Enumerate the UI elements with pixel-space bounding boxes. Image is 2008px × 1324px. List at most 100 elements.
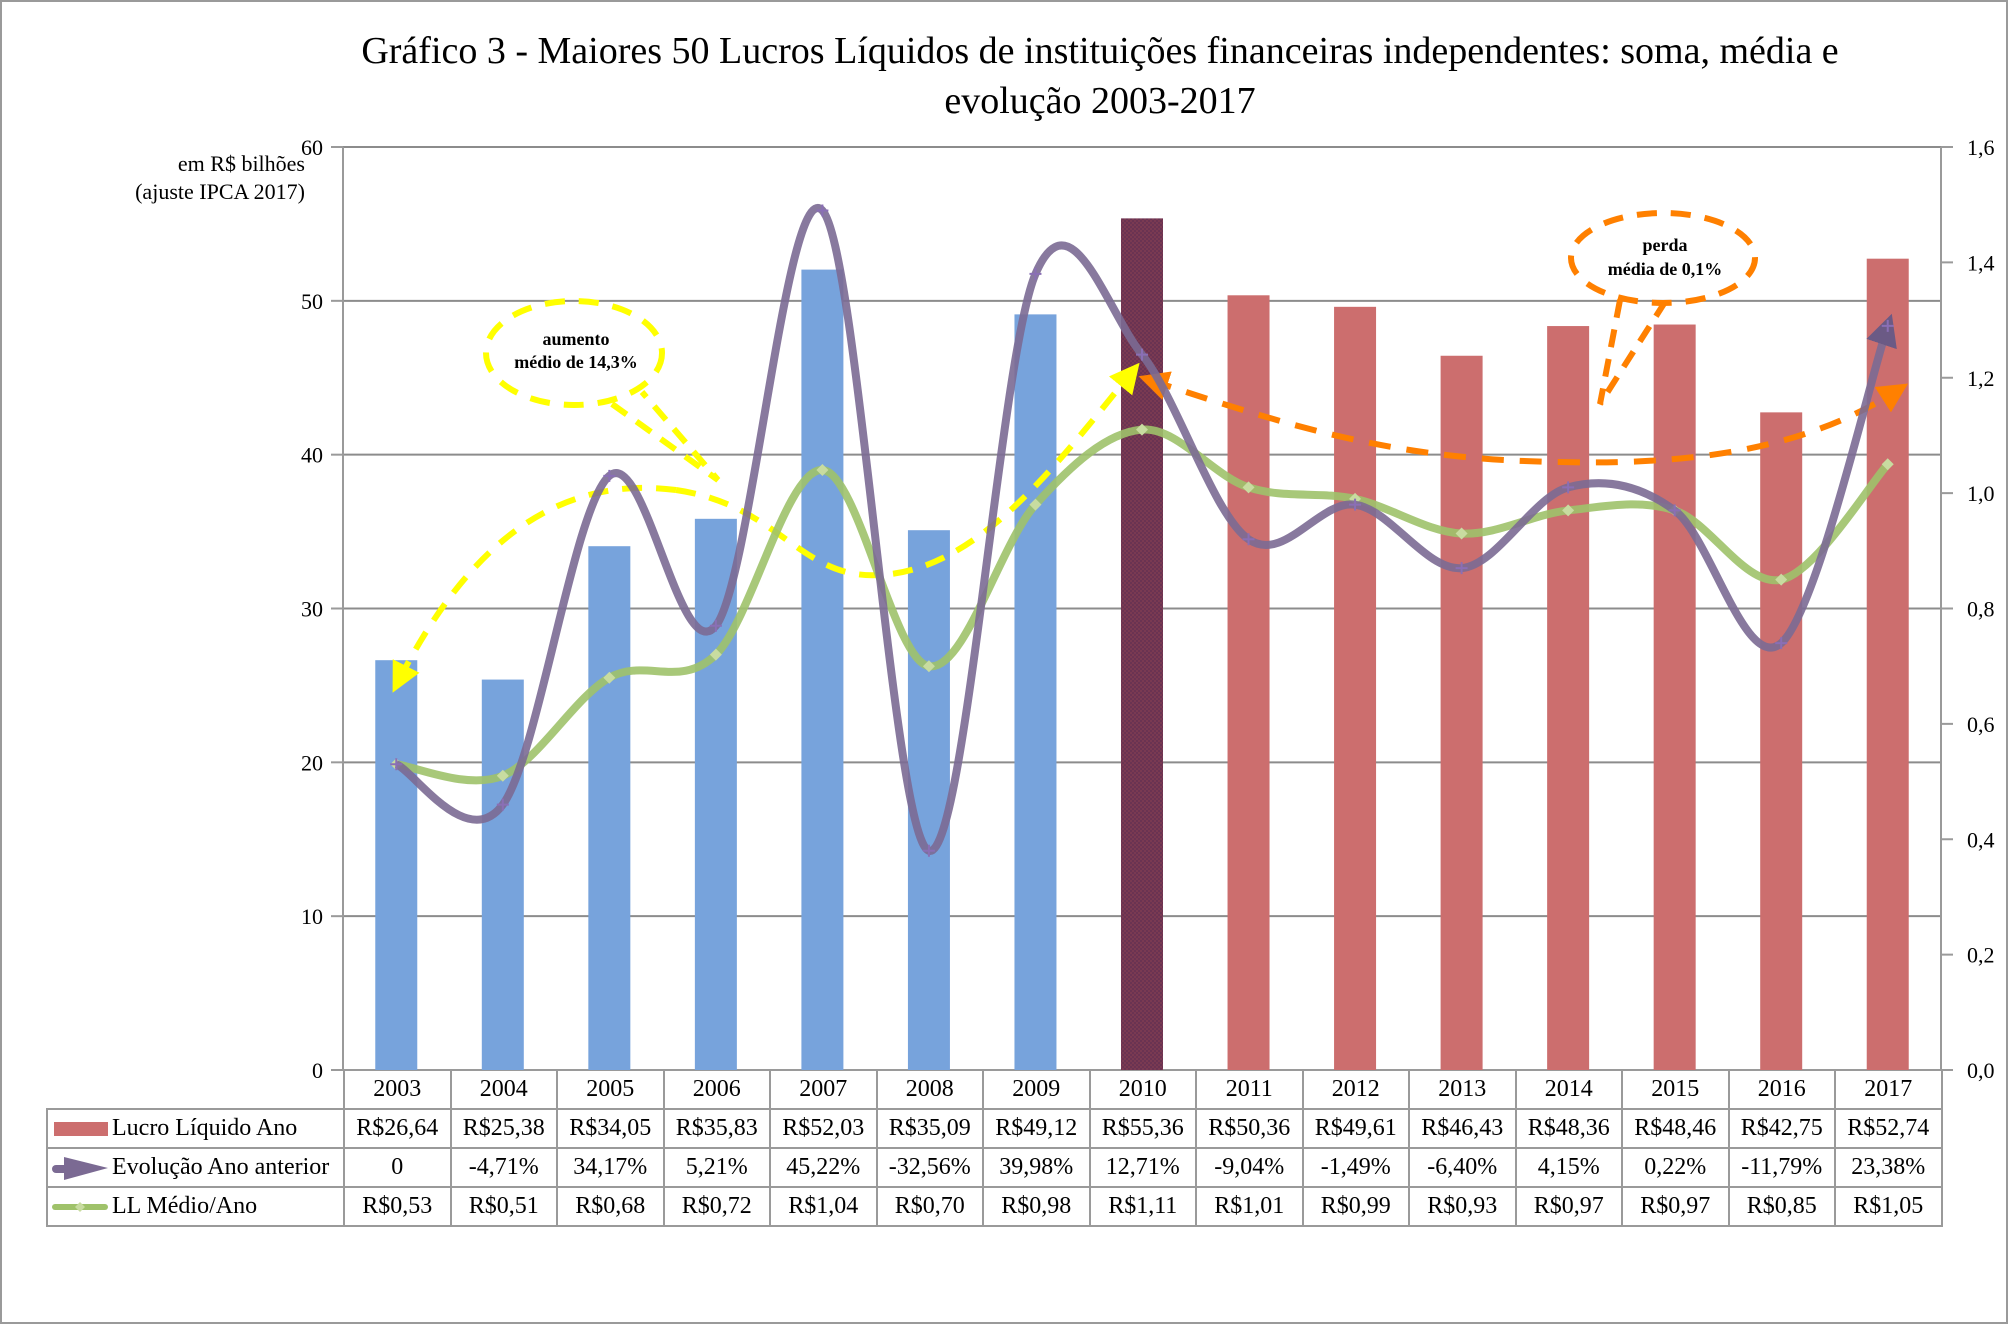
bar-2004 [481, 679, 524, 1070]
legend-label: LL Médio/Ano [112, 1193, 258, 1219]
table-cell: R$0,68 [556, 1186, 665, 1227]
legend-green-line-icon [52, 1197, 110, 1217]
table-cell: R$52,74 [1834, 1108, 1943, 1149]
table-cell: R$55,36 [1088, 1108, 1197, 1149]
legend-label: Evolução Ano anterior [112, 1154, 330, 1180]
point-ll-medio-2013 [1455, 527, 1468, 540]
point-evolucao-2010 [1136, 348, 1148, 361]
year-header: 2010 [1088, 1070, 1197, 1110]
yellow-callout-ellipse [483, 298, 665, 408]
legend-red-swatch-icon [52, 1119, 110, 1139]
table-row: Lucro Líquido Ano R$26,64 R$25,38 R$34,05 R… [46, 1108, 1943, 1149]
chart-title-line1: Gráfico 3 - Maiores 50 Lucros Líquidos d… [361, 30, 1839, 72]
bar-series [375, 218, 1909, 1071]
year-header: 2003 [343, 1070, 452, 1110]
table-cell: 0,22% [1621, 1147, 1730, 1188]
y-axis-unit-label: em R$ bilhões (ajuste IPCA 2017) [100, 150, 305, 206]
table-cell: R$1,04 [769, 1186, 878, 1227]
table-cell: R$35,09 [875, 1108, 984, 1149]
table-cell: R$48,46 [1621, 1108, 1730, 1149]
table-cell: R$34,05 [556, 1108, 665, 1149]
table-cell: -11,79% [1727, 1147, 1836, 1188]
point-ll-medio-2006 [709, 648, 722, 661]
table-cell: R$0,97 [1514, 1186, 1623, 1227]
right-tick-label: 1,6 [1967, 135, 1995, 160]
year-header: 2005 [556, 1070, 665, 1110]
table-cell: R$50,36 [1195, 1108, 1304, 1149]
bar-2015 [1653, 324, 1696, 1070]
right-tick-label: 1,2 [1967, 366, 1995, 391]
bar-2003 [375, 660, 418, 1070]
right-tick-label: 1,0 [1967, 481, 1995, 506]
year-header: 2007 [769, 1070, 878, 1110]
yellow-arc-to-2003 [392, 484, 677, 693]
left-tick-label: 50 [301, 289, 323, 314]
point-ll-medio-2014 [1562, 504, 1575, 517]
point-evolucao-2014 [1562, 481, 1575, 494]
annotation-yellow-line1: aumento [543, 329, 610, 349]
table-cell: R$42,75 [1727, 1108, 1836, 1149]
point-evolucao-2012 [1349, 498, 1362, 511]
table-cell: R$25,38 [449, 1108, 558, 1149]
point-ll-medio-2007 [816, 464, 829, 477]
legend-lucro-liquido: Lucro Líquido Ano [46, 1108, 345, 1149]
data-table: 2003 2004 2005 2006 2007 2008 2009 2010 2011 2012… [46, 1070, 1943, 1227]
table-cell: R$0,97 [1621, 1186, 1730, 1227]
annotation-yellow-line2: médio de 14,3% [514, 352, 638, 372]
table-cell: R$49,61 [1301, 1108, 1410, 1149]
point-ll-medio-2008 [922, 660, 935, 673]
right-tick-label: 0,0 [1967, 1058, 1995, 1083]
legend-purple-arrow-icon [52, 1157, 110, 1181]
bar-2011 [1227, 295, 1270, 1071]
legend-ll-medio: LL Médio/Ano [46, 1186, 345, 1227]
point-evolucao-2005 [603, 469, 616, 482]
table-cell: R$0,85 [1727, 1186, 1836, 1227]
bar-2010 [1121, 218, 1163, 1070]
table-cell: 5,21% [662, 1147, 771, 1188]
table-cell: R$1,05 [1834, 1186, 1943, 1227]
bar-2013 [1440, 355, 1483, 1070]
chart-title: Gráfico 3 - Maiores 50 Lucros Líquidos d… [300, 26, 1900, 126]
right-tick-label: 0,8 [1967, 597, 1995, 622]
table-row: LL Médio/Ano R$0,53 R$0,51 R$0,68 R$0,72 R$1… [46, 1186, 1943, 1227]
left-tick-label: 60 [301, 135, 323, 160]
line-ll-medio [395, 425, 1891, 785]
table-cell: 45,22% [769, 1147, 878, 1188]
table-cell: R$0,99 [1301, 1186, 1410, 1227]
legend-label: Lucro Líquido Ano [112, 1115, 298, 1141]
yellow-callout-tail [610, 390, 721, 483]
point-ll-medio-2005 [603, 671, 616, 684]
table-cell: R$0,70 [875, 1186, 984, 1227]
bar-2014 [1547, 326, 1590, 1070]
table-row: Evolução Ano anterior 0 -4,71% 34,17% 5,21%… [46, 1147, 1943, 1188]
bar-2016 [1760, 412, 1803, 1070]
point-ll-medio-2011 [1242, 481, 1255, 494]
chart-title-line2: evolução 2003-2017 [944, 80, 1256, 122]
orange-callout-tail [1597, 299, 1668, 406]
right-tick-label: 1,4 [1967, 250, 1995, 275]
year-header: 2011 [1195, 1070, 1304, 1110]
year-header: 2004 [449, 1070, 558, 1110]
table-cell: 12,71% [1088, 1147, 1197, 1188]
point-evolucao-2009 [1029, 267, 1042, 280]
left-tick-label: 10 [301, 904, 323, 929]
table-cell: R$0,98 [982, 1186, 1091, 1227]
point-evolucao-2004 [496, 798, 509, 811]
point-ll-medio-2004 [496, 769, 509, 782]
point-ll-medio-2010 [1136, 423, 1148, 436]
table-cell: -6,40% [1408, 1147, 1517, 1188]
table-cell: 4,15% [1514, 1147, 1623, 1188]
left-tick-label: 30 [301, 597, 323, 622]
bar-2006 [694, 518, 737, 1070]
table-cell: R$0,53 [343, 1186, 452, 1227]
point-evolucao-2008 [922, 844, 935, 857]
year-header: 2006 [662, 1070, 771, 1110]
table-cell: -1,49% [1301, 1147, 1410, 1188]
y-unit-line2: (ajuste IPCA 2017) [135, 179, 305, 204]
table-corner [47, 1070, 345, 1109]
point-evolucao-2011 [1242, 533, 1255, 546]
table-cell: R$52,03 [769, 1108, 878, 1149]
table-cell: 39,98% [982, 1147, 1091, 1188]
table-cell: 0 [343, 1147, 452, 1188]
